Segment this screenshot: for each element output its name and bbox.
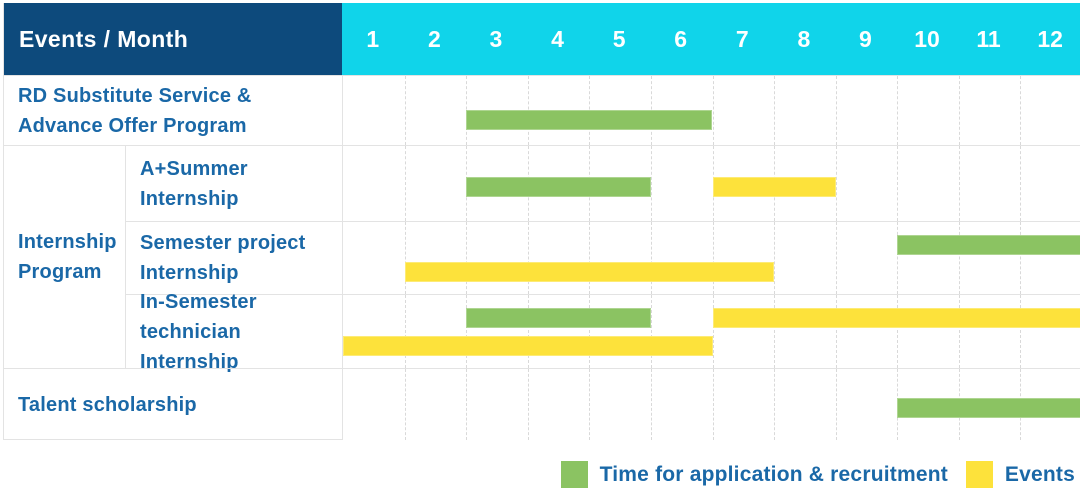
group-label-line: Internship: [18, 231, 117, 253]
month-gridline: [589, 369, 591, 440]
row-label-line: In-Semester: [140, 290, 257, 313]
month-header-cell: 2: [427, 25, 441, 52]
month-gridline: [835, 146, 837, 221]
row-label-line: Semester project: [140, 232, 306, 254]
month-gridline: [835, 369, 837, 440]
month-gridline: [527, 369, 529, 440]
application-bar: [897, 234, 1080, 255]
month-gridline: [404, 76, 406, 145]
month-gridline: [589, 295, 591, 368]
event-bar: [712, 177, 836, 198]
event-bar: [404, 262, 775, 283]
month-gridline: [712, 295, 714, 368]
event-bar: [712, 307, 1080, 328]
month-gridline: [712, 76, 714, 145]
month-header-cell: 10: [914, 25, 940, 52]
month-gridline: [958, 146, 960, 221]
month-header-cell: 6: [674, 25, 688, 52]
month-gridline: [466, 369, 468, 440]
month-gridline: [897, 146, 899, 221]
month-gridline: [404, 369, 406, 440]
events-month-header-label: Events / Month: [19, 25, 189, 52]
month-gridline: [466, 222, 468, 294]
month-header-cell: 3: [489, 25, 503, 52]
group-label-internship-program: Internship Program: [4, 145, 125, 368]
month-gridline: [897, 295, 899, 368]
legend-item-events: Events: [965, 461, 1075, 488]
events-month-header: Events / Month: [4, 3, 342, 75]
month-gridline: [650, 146, 652, 221]
month-header-cell: 1: [366, 25, 380, 52]
month-header-cell: 12: [1037, 25, 1063, 52]
month-header-cell: 9: [859, 25, 872, 52]
row-label-line: Talent scholarship: [18, 393, 197, 416]
month-gridline: [958, 295, 960, 368]
row-label-line: technician Internship: [140, 320, 241, 373]
legend-label-events: Events: [1004, 462, 1075, 486]
row-label-in-semester-technician-internship: In-Semester technician Internship: [125, 291, 342, 373]
chart-row-in-semester-technician-internship: [342, 294, 1080, 368]
row-label-rd-substitute-service: RD Substitute Service & Advance Offer Pr…: [4, 75, 342, 145]
row-label-line: RD Substitute Service &: [18, 84, 252, 107]
month-header-cell: 5: [612, 25, 626, 52]
row-label-line: Advance Offer Program: [18, 114, 247, 137]
month-gridline: [527, 222, 529, 294]
month-gridline: [404, 295, 406, 368]
chart-row-semester-project-internship: [342, 221, 1080, 294]
month-gridline: [835, 76, 837, 145]
month-gridline: [774, 222, 776, 294]
chart-row-talent-scholarship: [342, 368, 1080, 440]
group-label-line: Program: [18, 261, 102, 283]
month-gridline: [774, 76, 776, 145]
month-header-cell: 8: [797, 25, 811, 52]
month-gridline: [712, 222, 714, 294]
application-color-swatch: [560, 461, 588, 488]
application-bar: [466, 177, 651, 198]
month-header-cell: 11: [976, 25, 1001, 52]
legend: Time for application & recruitment Event…: [560, 461, 1075, 488]
month-gridline: [897, 222, 899, 294]
month-gridline: [774, 369, 776, 440]
month-gridline: [835, 295, 837, 368]
legend-label-application: Time for application & recruitment: [599, 462, 948, 486]
month-header-cell: 7: [735, 25, 749, 52]
month-header-row: 1 2 3 4 5 6 7 8 9 10 11 12: [342, 3, 1080, 75]
month-gridline: [835, 222, 837, 294]
month-gridline: [897, 76, 899, 145]
month-gridline: [1020, 76, 1022, 145]
month-gridline: [650, 295, 652, 368]
month-gridline: [774, 295, 776, 368]
row-label-line: Internship: [140, 262, 239, 284]
row-label-a-plus-summer-internship: A+Summer Internship: [125, 145, 342, 221]
events-month-table: Events / Month 1 2 3 4 5 6 7 8 9 10 11 12 RD Substi…: [3, 3, 1080, 440]
chart-row-a-plus-summer-internship: [342, 145, 1080, 221]
month-gridline: [589, 222, 591, 294]
row-label-talent-scholarship: Talent scholarship: [4, 368, 342, 440]
month-gridline: [958, 222, 960, 294]
events-color-swatch: [965, 461, 993, 488]
chart-row-rd-substitute-service: [342, 75, 1080, 145]
application-bar: [466, 110, 713, 131]
application-bar: [897, 398, 1080, 419]
row-label-semester-project-internship: Semester project Internship: [125, 221, 342, 294]
month-gridline: [712, 369, 714, 440]
month-gridline: [1020, 146, 1022, 221]
month-gridline: [1020, 295, 1022, 368]
application-bar: [466, 307, 651, 328]
legend-item-application: Time for application & recruitment: [560, 461, 948, 488]
month-gridline: [650, 222, 652, 294]
month-gridline: [650, 369, 652, 440]
row-label-line: Internship: [140, 187, 239, 210]
month-gridline: [1020, 222, 1022, 294]
month-header-cell: 4: [551, 25, 564, 52]
event-bar: [343, 336, 713, 357]
month-gridline: [527, 295, 529, 368]
month-gridline: [958, 76, 960, 145]
month-gridline: [404, 146, 406, 221]
row-label-line: A+Summer: [140, 157, 248, 180]
month-gridline: [466, 295, 468, 368]
month-gridline: [404, 222, 406, 294]
